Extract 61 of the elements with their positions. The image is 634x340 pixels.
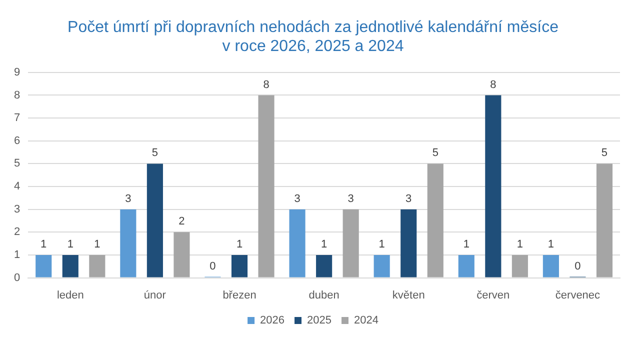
bar (289, 209, 306, 278)
bar (120, 209, 136, 278)
bar (89, 254, 106, 278)
data-label: 3 (348, 192, 354, 205)
x-tick-label: leden (56, 289, 84, 302)
y-tick-label: 4 (14, 180, 20, 193)
y-tick-label: 0 (14, 272, 20, 284)
data-label: 5 (152, 147, 158, 160)
data-label: 0 (210, 260, 216, 272)
data-label: 2 (178, 216, 185, 228)
bar (542, 254, 559, 278)
data-label: 3 (294, 192, 300, 205)
bar (316, 254, 332, 278)
data-label: 8 (490, 78, 496, 91)
data-label: 8 (263, 78, 270, 91)
data-label: 1 (40, 238, 47, 251)
bar (458, 254, 474, 278)
data-label: 5 (432, 147, 438, 160)
bar (342, 209, 359, 278)
legend-label: 2024 (354, 314, 378, 327)
y-tick-label: 2 (14, 226, 20, 238)
bar (174, 232, 190, 278)
bar (146, 164, 163, 278)
data-label: 1 (320, 238, 328, 251)
legend-label: 2026 (260, 314, 285, 327)
y-tick-label: 7 (14, 112, 20, 124)
bar (231, 254, 248, 278)
data-label: 1 (516, 238, 524, 251)
bar (400, 209, 417, 278)
data-label: 1 (94, 238, 100, 251)
x-tick-label: květen (392, 289, 425, 302)
bar (512, 254, 528, 278)
data-label: 1 (463, 238, 470, 251)
y-tick-label: 1 (14, 249, 20, 262)
data-label: 3 (406, 192, 412, 205)
y-tick-label: 9 (14, 66, 20, 78)
chart-title: Počet úmrtí při dopravních nehodách za jednotlivé kalendářní měsíce v roce 2026, 2025 a 2024 (68, 19, 559, 56)
data-label: 5 (601, 147, 608, 160)
legend-label: 2025 (307, 314, 332, 327)
x-tick-label: červen (476, 289, 510, 302)
bar (596, 164, 613, 278)
bar (258, 95, 274, 278)
y-tick-label: 8 (14, 89, 20, 102)
bar (427, 164, 444, 278)
data-label: 1 (378, 238, 385, 251)
bar (36, 254, 52, 278)
y-tick-label: 3 (14, 203, 20, 216)
x-tick-label: březen (222, 289, 256, 302)
data-label: 0 (574, 260, 581, 272)
data-label: 3 (125, 192, 132, 205)
bar (374, 254, 390, 278)
bar (62, 254, 78, 278)
data-label: 1 (67, 238, 74, 251)
data-label: 1 (548, 238, 554, 251)
data-label: 1 (236, 238, 243, 251)
x-tick-label: červenec (555, 289, 601, 302)
x-tick-label: duben (308, 289, 340, 302)
y-tick-label: 5 (14, 158, 20, 170)
y-tick-label: 6 (14, 134, 20, 147)
x-tick-label: únor (144, 289, 166, 302)
bar (485, 95, 502, 278)
